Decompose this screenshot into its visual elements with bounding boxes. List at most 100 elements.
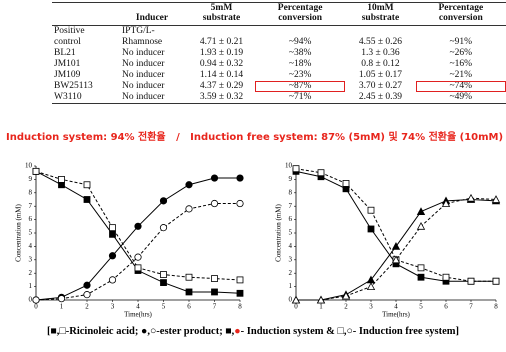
table-cell: 1.05 ± 0.17 [358,70,403,80]
x-tick-label: 8 [494,303,498,311]
x-tick-label: 8 [238,303,242,311]
table-cell: JM109 [54,70,81,80]
y-tick-label: 3 [289,255,293,263]
y-tick-label: 5 [289,229,293,237]
marker [83,281,91,289]
x-tick-label: 3 [369,303,373,311]
table-cell: Positive control [54,26,85,47]
y-tick-label: 10 [285,162,293,170]
table-cell: IPTG/L-Rhamnose [122,26,163,47]
y-tick-label: 8 [289,188,293,196]
y-tick-label: 2 [29,269,33,277]
marker [210,199,219,208]
table-cell: No inducer [122,70,165,80]
marker [391,242,401,250]
x-tick-label: 5 [419,303,423,311]
marker [236,174,244,182]
table-cell: ~71% [254,92,346,104]
marker [316,295,326,304]
table-cell: 1.3 ± 0.36 [361,48,400,58]
x-tick-label: 6 [187,303,191,311]
series-line [35,177,240,301]
x-tick-label: 5 [162,303,166,311]
y-tick-label: 9 [289,175,293,183]
table-cell: 4.71 ± 0.21 [199,37,244,47]
table-cell: No inducer [122,48,165,58]
marker [391,255,401,264]
table-cell: No inducer [122,81,165,91]
x-tick-label: 1 [60,303,64,311]
table-row: BL21 No inducer 1.93 ± 0.19 ~38% 1.3 ± 0.36 ~… [52,48,506,59]
marker [185,181,193,189]
marker [109,224,116,232]
x-tick-label: 2 [85,303,89,311]
marker [159,197,168,205]
x-tick-label: 7 [469,303,473,311]
marker [32,296,40,304]
x-tick-label: 1 [319,303,323,311]
marker [416,221,426,230]
caption: [■,□-Ricinoleic acid; ●,○-ester product;… [0,326,506,337]
y-tick-label: 1 [289,282,293,290]
table-cell: BL21 [54,48,76,58]
marker [342,180,350,187]
marker [58,175,65,183]
header-cell: 10mM substrate [345,2,416,26]
x-axis-label: Time(hrs) [382,311,410,319]
y-tick-label: 6 [289,215,293,223]
header-cell: 5mM substrate [188,2,255,26]
marker [159,224,168,232]
x-tick-label: 4 [136,303,140,311]
summary: Induction system: 94% 전환율 / Induction fr… [6,132,504,143]
table-row: JM109 No inducer 1.14 ± 0.14 ~23% 1.05 ± 0.1… [52,70,506,81]
marker [185,205,193,213]
series-line [296,197,497,301]
table-cell: ~23% [288,70,312,80]
marker [236,276,244,284]
table-cell: ~18% [288,59,312,69]
marker [108,252,117,260]
table-cell: ~91% [449,37,473,47]
y-tick-label: 3 [29,255,33,263]
x-tick-label: 6 [444,303,448,311]
marker [83,196,91,203]
marker [211,288,218,296]
marker [109,230,116,238]
caption-text: - Induction system & □,○- Induction free… [240,326,460,337]
marker [210,174,219,182]
marker [441,199,451,207]
table-cell: 4.37 ± 0.29 [199,81,244,91]
marker [417,273,425,281]
marker [467,277,475,285]
y-tick-label: 8 [29,188,33,196]
marker [236,289,244,297]
marker [417,264,425,272]
x-tick-label: 4 [394,303,398,311]
x-tick-label: 2 [344,303,348,311]
marker [492,277,500,285]
table-row: BW25113 No inducer 4.37 ± 0.29 ~87% 3.70 ± 0… [52,81,506,92]
y-tick-label: 4 [289,242,293,250]
header-cell [52,2,116,26]
header-cell: Percentage conversion [415,2,506,26]
marker [185,288,193,296]
y-tick-label: 4 [29,242,33,250]
marker [491,195,501,203]
table-cell: ~74% [415,81,506,92]
marker [160,279,167,286]
table-cell: ~38% [288,48,312,58]
marker [134,222,142,230]
table-cell: 1.14 ± 0.14 [199,70,244,80]
marker [416,207,426,215]
marker [108,276,117,284]
table-cell: 4.55 ± 0.26 [358,37,403,47]
table-row: Positive control IPTG/L-Rhamnose 4.71 ± 0.… [52,26,506,49]
marker [185,273,193,281]
x-tick-label: 0 [294,303,298,311]
y-tick-label: 5 [29,229,33,237]
series-line [35,203,240,301]
table-row: W3110 No inducer 3.59 ± 0.32 ~71% 2.45 ± 0.3… [52,92,506,104]
y-axis-label: Concentration (mM) [15,203,23,261]
